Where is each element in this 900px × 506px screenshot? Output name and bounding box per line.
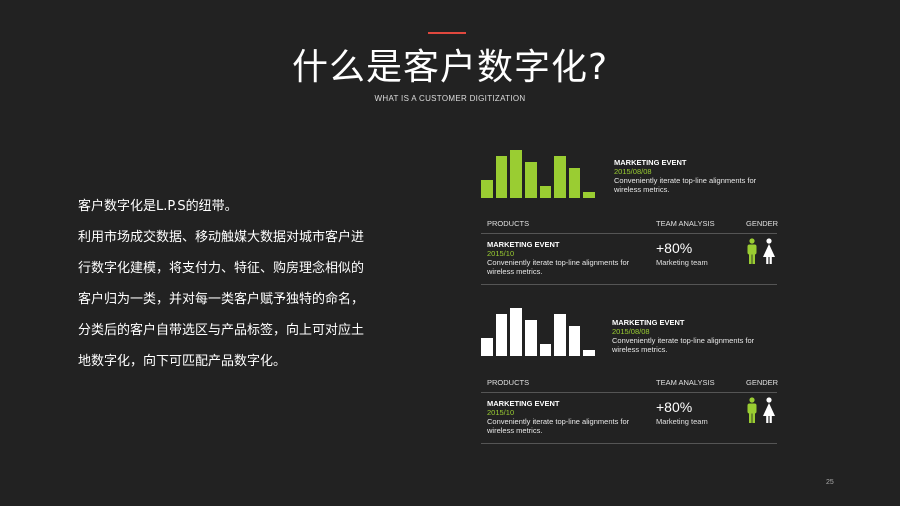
row-event: MARKETING EVENT 2015/10 Conveniently ite… xyxy=(487,399,647,435)
female-icon xyxy=(763,397,775,423)
intro-text: 客户数字化是L.P.S的纽带。 利用市场成交数据、移动触媒大数据对城市客户进 行… xyxy=(78,191,378,377)
row-event-title: MARKETING EVENT xyxy=(487,240,560,249)
row-team: Marketing team xyxy=(656,258,708,267)
chart-bar xyxy=(539,186,552,198)
header-gender: GENDER xyxy=(746,378,779,387)
row-team: Marketing team xyxy=(656,417,708,426)
header-team-analysis: TEAM ANALYSIS xyxy=(656,378,715,387)
gender-icons xyxy=(744,238,780,268)
row-event: MARKETING EVENT 2015/10 Conveniently ite… xyxy=(487,240,647,276)
row-event-description: Conveniently iterate top-line alignments… xyxy=(487,417,630,435)
event-description: Conveniently iterate top-line alignments… xyxy=(612,336,755,354)
chart-bar xyxy=(539,344,552,356)
row-event-date: 2015/10 xyxy=(487,408,515,417)
event-block: MARKETING EVENT 2015/08/08 Conveniently … xyxy=(614,158,774,194)
female-icon xyxy=(763,238,775,264)
row-percent: +80% xyxy=(656,240,693,256)
event-title: MARKETING EVENT xyxy=(612,318,685,327)
header-products: PRODUCTS xyxy=(487,219,530,228)
event-date: 2015/08/08 xyxy=(614,167,652,176)
page-number: 25 xyxy=(826,479,834,486)
intro-line: 分类后的客户自带选区与产品标签，向上可对应土 xyxy=(78,323,365,338)
event-block: MARKETING EVENT 2015/08/08 Conveniently … xyxy=(612,318,772,354)
chart-bar xyxy=(510,308,522,356)
male-icon xyxy=(747,397,757,423)
intro-line: 客户数字化是L.P.S的纽带。 xyxy=(78,199,238,214)
chart-bar xyxy=(554,156,566,198)
chart-bar xyxy=(524,320,537,356)
gender-icons xyxy=(744,397,780,427)
chart-bar xyxy=(568,168,581,198)
chart-bar xyxy=(495,156,508,198)
chart-bar xyxy=(583,350,595,356)
male-icon xyxy=(747,238,757,264)
chart-bar xyxy=(524,162,537,198)
event-date: 2015/08/08 xyxy=(612,327,650,336)
chart-bar xyxy=(481,338,493,356)
header-team-analysis: TEAM ANALYSIS xyxy=(656,219,715,228)
intro-line: 地数字化，向下可匹配产品数字化。 xyxy=(78,354,287,369)
chart-bar xyxy=(568,326,581,356)
table-header: PRODUCTS TEAM ANALYSIS GENDER xyxy=(481,215,779,234)
page-title: 什么是客户数字化? xyxy=(291,47,609,88)
table-row: MARKETING EVENT 2015/10 Conveniently ite… xyxy=(481,234,777,285)
bar-chart-white xyxy=(481,308,595,356)
event-title: MARKETING EVENT xyxy=(614,158,687,167)
header-gender: GENDER xyxy=(746,219,779,228)
bar-chart-green xyxy=(481,150,595,198)
row-event-date: 2015/10 xyxy=(487,249,515,258)
chart-bar xyxy=(495,314,508,356)
title-accent-line xyxy=(428,32,466,34)
intro-line: 利用市场成交数据、移动触媒大数据对城市客户进 xyxy=(78,230,365,245)
chart-bar xyxy=(510,150,522,198)
chart-bar xyxy=(481,180,493,198)
chart-bar xyxy=(583,192,595,198)
page-subtitle: WHAT IS A CUSTOMER DIGITIZATION xyxy=(374,94,526,103)
chart-bar xyxy=(554,314,566,356)
event-description: Conveniently iterate top-line alignments… xyxy=(614,176,757,194)
row-percent: +80% xyxy=(656,399,693,415)
table-header: PRODUCTS TEAM ANALYSIS GENDER xyxy=(481,374,779,393)
intro-line: 行数字化建模，将支付力、特征、购房理念相似的 xyxy=(78,261,365,276)
row-event-title: MARKETING EVENT xyxy=(487,399,560,408)
intro-line: 客户归为一类，并对每一类客户赋予独特的命名， xyxy=(78,292,365,307)
header-products: PRODUCTS xyxy=(487,378,530,387)
row-event-description: Conveniently iterate top-line alignments… xyxy=(487,258,630,276)
table-row: MARKETING EVENT 2015/10 Conveniently ite… xyxy=(481,393,777,444)
